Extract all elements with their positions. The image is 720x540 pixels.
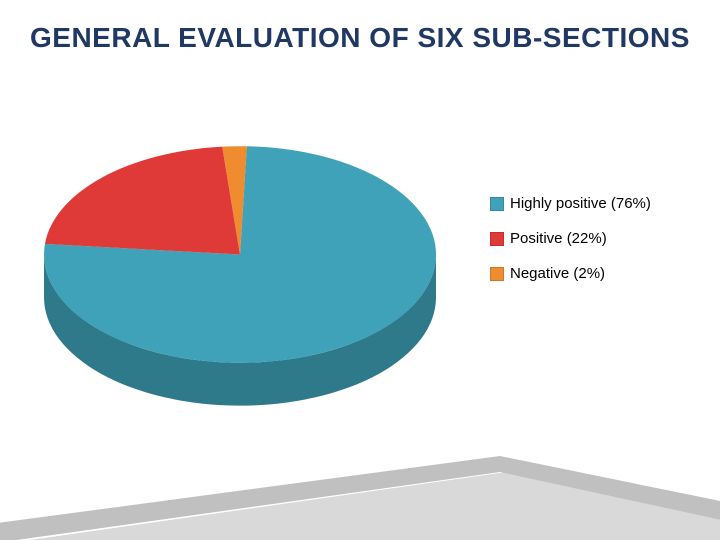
- legend-swatch-icon: [490, 197, 504, 211]
- decorative-stripes-icon: [0, 450, 720, 540]
- legend-item: Positive (22%): [490, 230, 651, 247]
- legend-item: Highly positive (76%): [490, 195, 651, 212]
- slide: GENERAL EVALUATION OF SIX SUB-SECTIONS H…: [0, 0, 720, 540]
- pie-chart-svg: [20, 135, 460, 415]
- legend-swatch-icon: [490, 232, 504, 246]
- legend: Highly positive (76%) Positive (22%) Neg…: [490, 195, 651, 300]
- legend-item: Negative (2%): [490, 265, 651, 282]
- legend-label: Positive (22%): [510, 230, 607, 247]
- pie-slice: [45, 147, 240, 255]
- page-title: GENERAL EVALUATION OF SIX SUB-SECTIONS: [30, 22, 690, 54]
- legend-swatch-icon: [490, 267, 504, 281]
- legend-label: Highly positive (76%): [510, 195, 651, 212]
- legend-label: Negative (2%): [510, 265, 605, 282]
- pie-chart: [20, 135, 460, 415]
